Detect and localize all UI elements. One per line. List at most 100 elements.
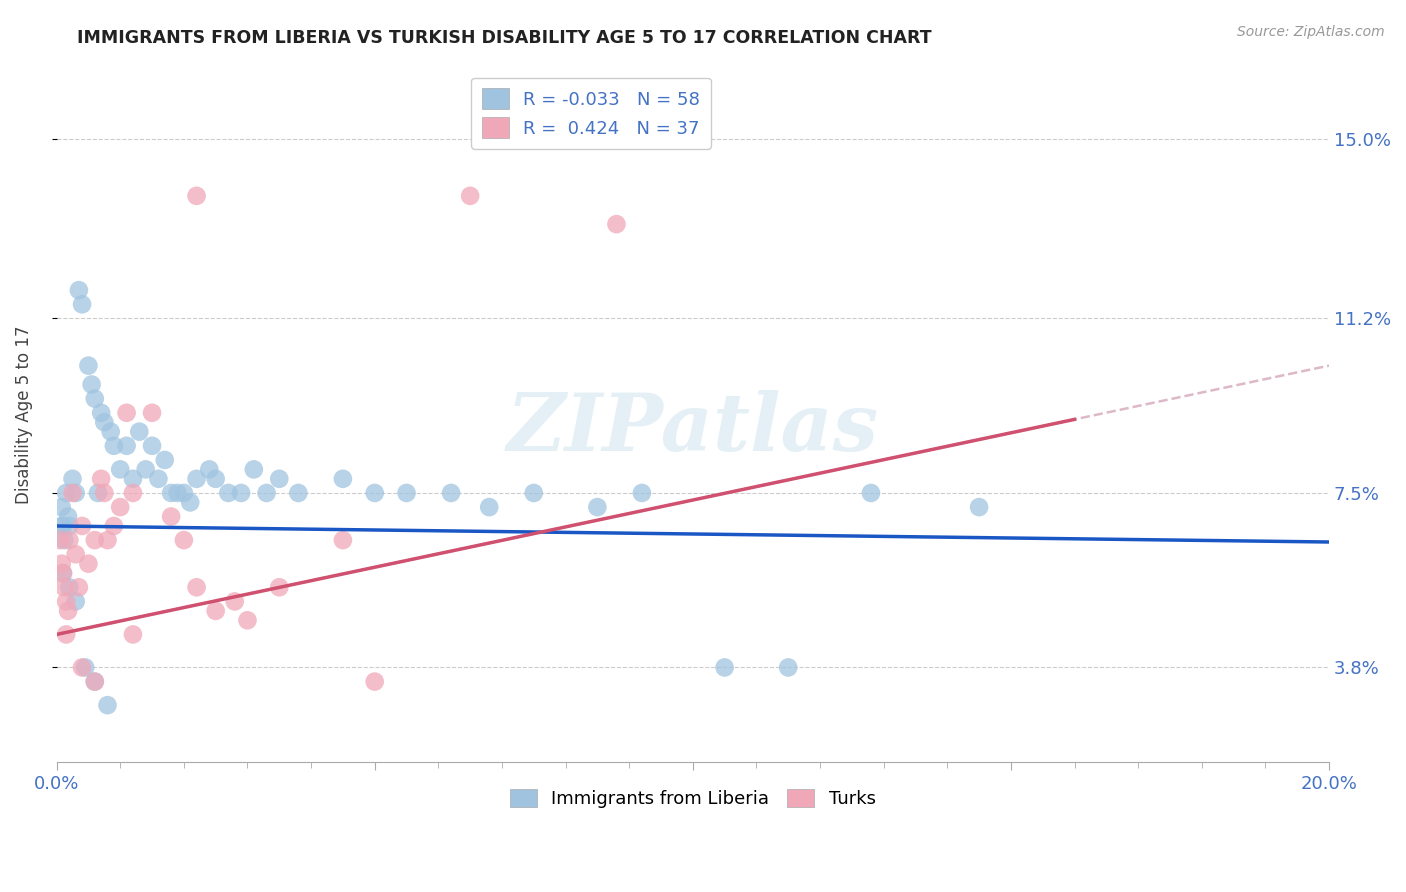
Point xyxy=(364,674,387,689)
Point xyxy=(204,472,226,486)
Point xyxy=(55,627,77,641)
Point xyxy=(100,425,122,439)
Point xyxy=(52,519,75,533)
Point xyxy=(65,594,87,608)
Point xyxy=(90,472,112,486)
Point xyxy=(153,453,176,467)
Point xyxy=(859,486,882,500)
Point xyxy=(96,698,118,713)
Point xyxy=(631,486,654,500)
Point xyxy=(128,425,150,439)
Point xyxy=(364,486,387,500)
Point xyxy=(77,359,100,373)
Point xyxy=(269,472,291,486)
Text: ZIPatlas: ZIPatlas xyxy=(506,391,879,467)
Point xyxy=(70,660,93,674)
Point xyxy=(224,594,246,608)
Point xyxy=(77,557,100,571)
Point xyxy=(186,189,208,203)
Point xyxy=(58,580,80,594)
Point xyxy=(56,509,79,524)
Point xyxy=(586,500,609,515)
Point xyxy=(778,660,800,674)
Point xyxy=(269,580,291,594)
Point xyxy=(58,519,80,533)
Point xyxy=(56,604,79,618)
Point xyxy=(186,580,208,594)
Point xyxy=(83,674,105,689)
Point xyxy=(122,486,145,500)
Point xyxy=(478,500,501,515)
Point xyxy=(103,519,125,533)
Point xyxy=(83,674,105,689)
Point xyxy=(51,500,73,515)
Point xyxy=(96,533,118,548)
Point xyxy=(605,217,627,231)
Point xyxy=(49,533,72,548)
Point xyxy=(148,472,170,486)
Point xyxy=(523,486,546,500)
Point xyxy=(67,580,90,594)
Text: Source: ZipAtlas.com: Source: ZipAtlas.com xyxy=(1237,25,1385,39)
Point xyxy=(52,566,75,581)
Point xyxy=(160,486,183,500)
Point xyxy=(65,486,87,500)
Point xyxy=(332,533,354,548)
Point xyxy=(440,486,463,500)
Point xyxy=(70,297,93,311)
Point xyxy=(229,486,252,500)
Point xyxy=(115,406,138,420)
Point xyxy=(93,415,115,429)
Point xyxy=(83,533,105,548)
Point xyxy=(103,439,125,453)
Text: IMMIGRANTS FROM LIBERIA VS TURKISH DISABILITY AGE 5 TO 17 CORRELATION CHART: IMMIGRANTS FROM LIBERIA VS TURKISH DISAB… xyxy=(77,29,932,46)
Point xyxy=(135,462,157,476)
Point xyxy=(110,500,132,515)
Point xyxy=(141,406,163,420)
Point xyxy=(236,613,259,627)
Y-axis label: Disability Age 5 to 17: Disability Age 5 to 17 xyxy=(15,326,32,504)
Point xyxy=(186,472,208,486)
Point xyxy=(55,594,77,608)
Point xyxy=(55,486,77,500)
Point xyxy=(83,392,105,406)
Point xyxy=(80,377,103,392)
Point xyxy=(115,439,138,453)
Point xyxy=(65,547,87,561)
Point xyxy=(217,486,239,500)
Point xyxy=(243,462,266,476)
Point xyxy=(67,283,90,297)
Point xyxy=(967,500,990,515)
Point xyxy=(51,519,73,533)
Point xyxy=(75,660,97,674)
Point xyxy=(198,462,221,476)
Point xyxy=(179,495,201,509)
Point xyxy=(122,472,145,486)
Point xyxy=(173,486,195,500)
Point xyxy=(62,472,84,486)
Point xyxy=(173,533,195,548)
Point xyxy=(90,406,112,420)
Point xyxy=(53,580,76,594)
Point xyxy=(166,486,188,500)
Legend: Immigrants from Liberia, Turks: Immigrants from Liberia, Turks xyxy=(502,781,883,815)
Point xyxy=(256,486,278,500)
Point xyxy=(395,486,418,500)
Point xyxy=(58,533,80,548)
Point xyxy=(62,486,84,500)
Point xyxy=(52,566,75,581)
Point xyxy=(110,462,132,476)
Point xyxy=(332,472,354,486)
Point xyxy=(287,486,309,500)
Point xyxy=(204,604,226,618)
Point xyxy=(87,486,110,500)
Point xyxy=(160,509,183,524)
Point xyxy=(53,533,76,548)
Point xyxy=(458,189,481,203)
Point xyxy=(122,627,145,641)
Point xyxy=(51,557,73,571)
Point xyxy=(141,439,163,453)
Point xyxy=(70,519,93,533)
Point xyxy=(93,486,115,500)
Point xyxy=(713,660,735,674)
